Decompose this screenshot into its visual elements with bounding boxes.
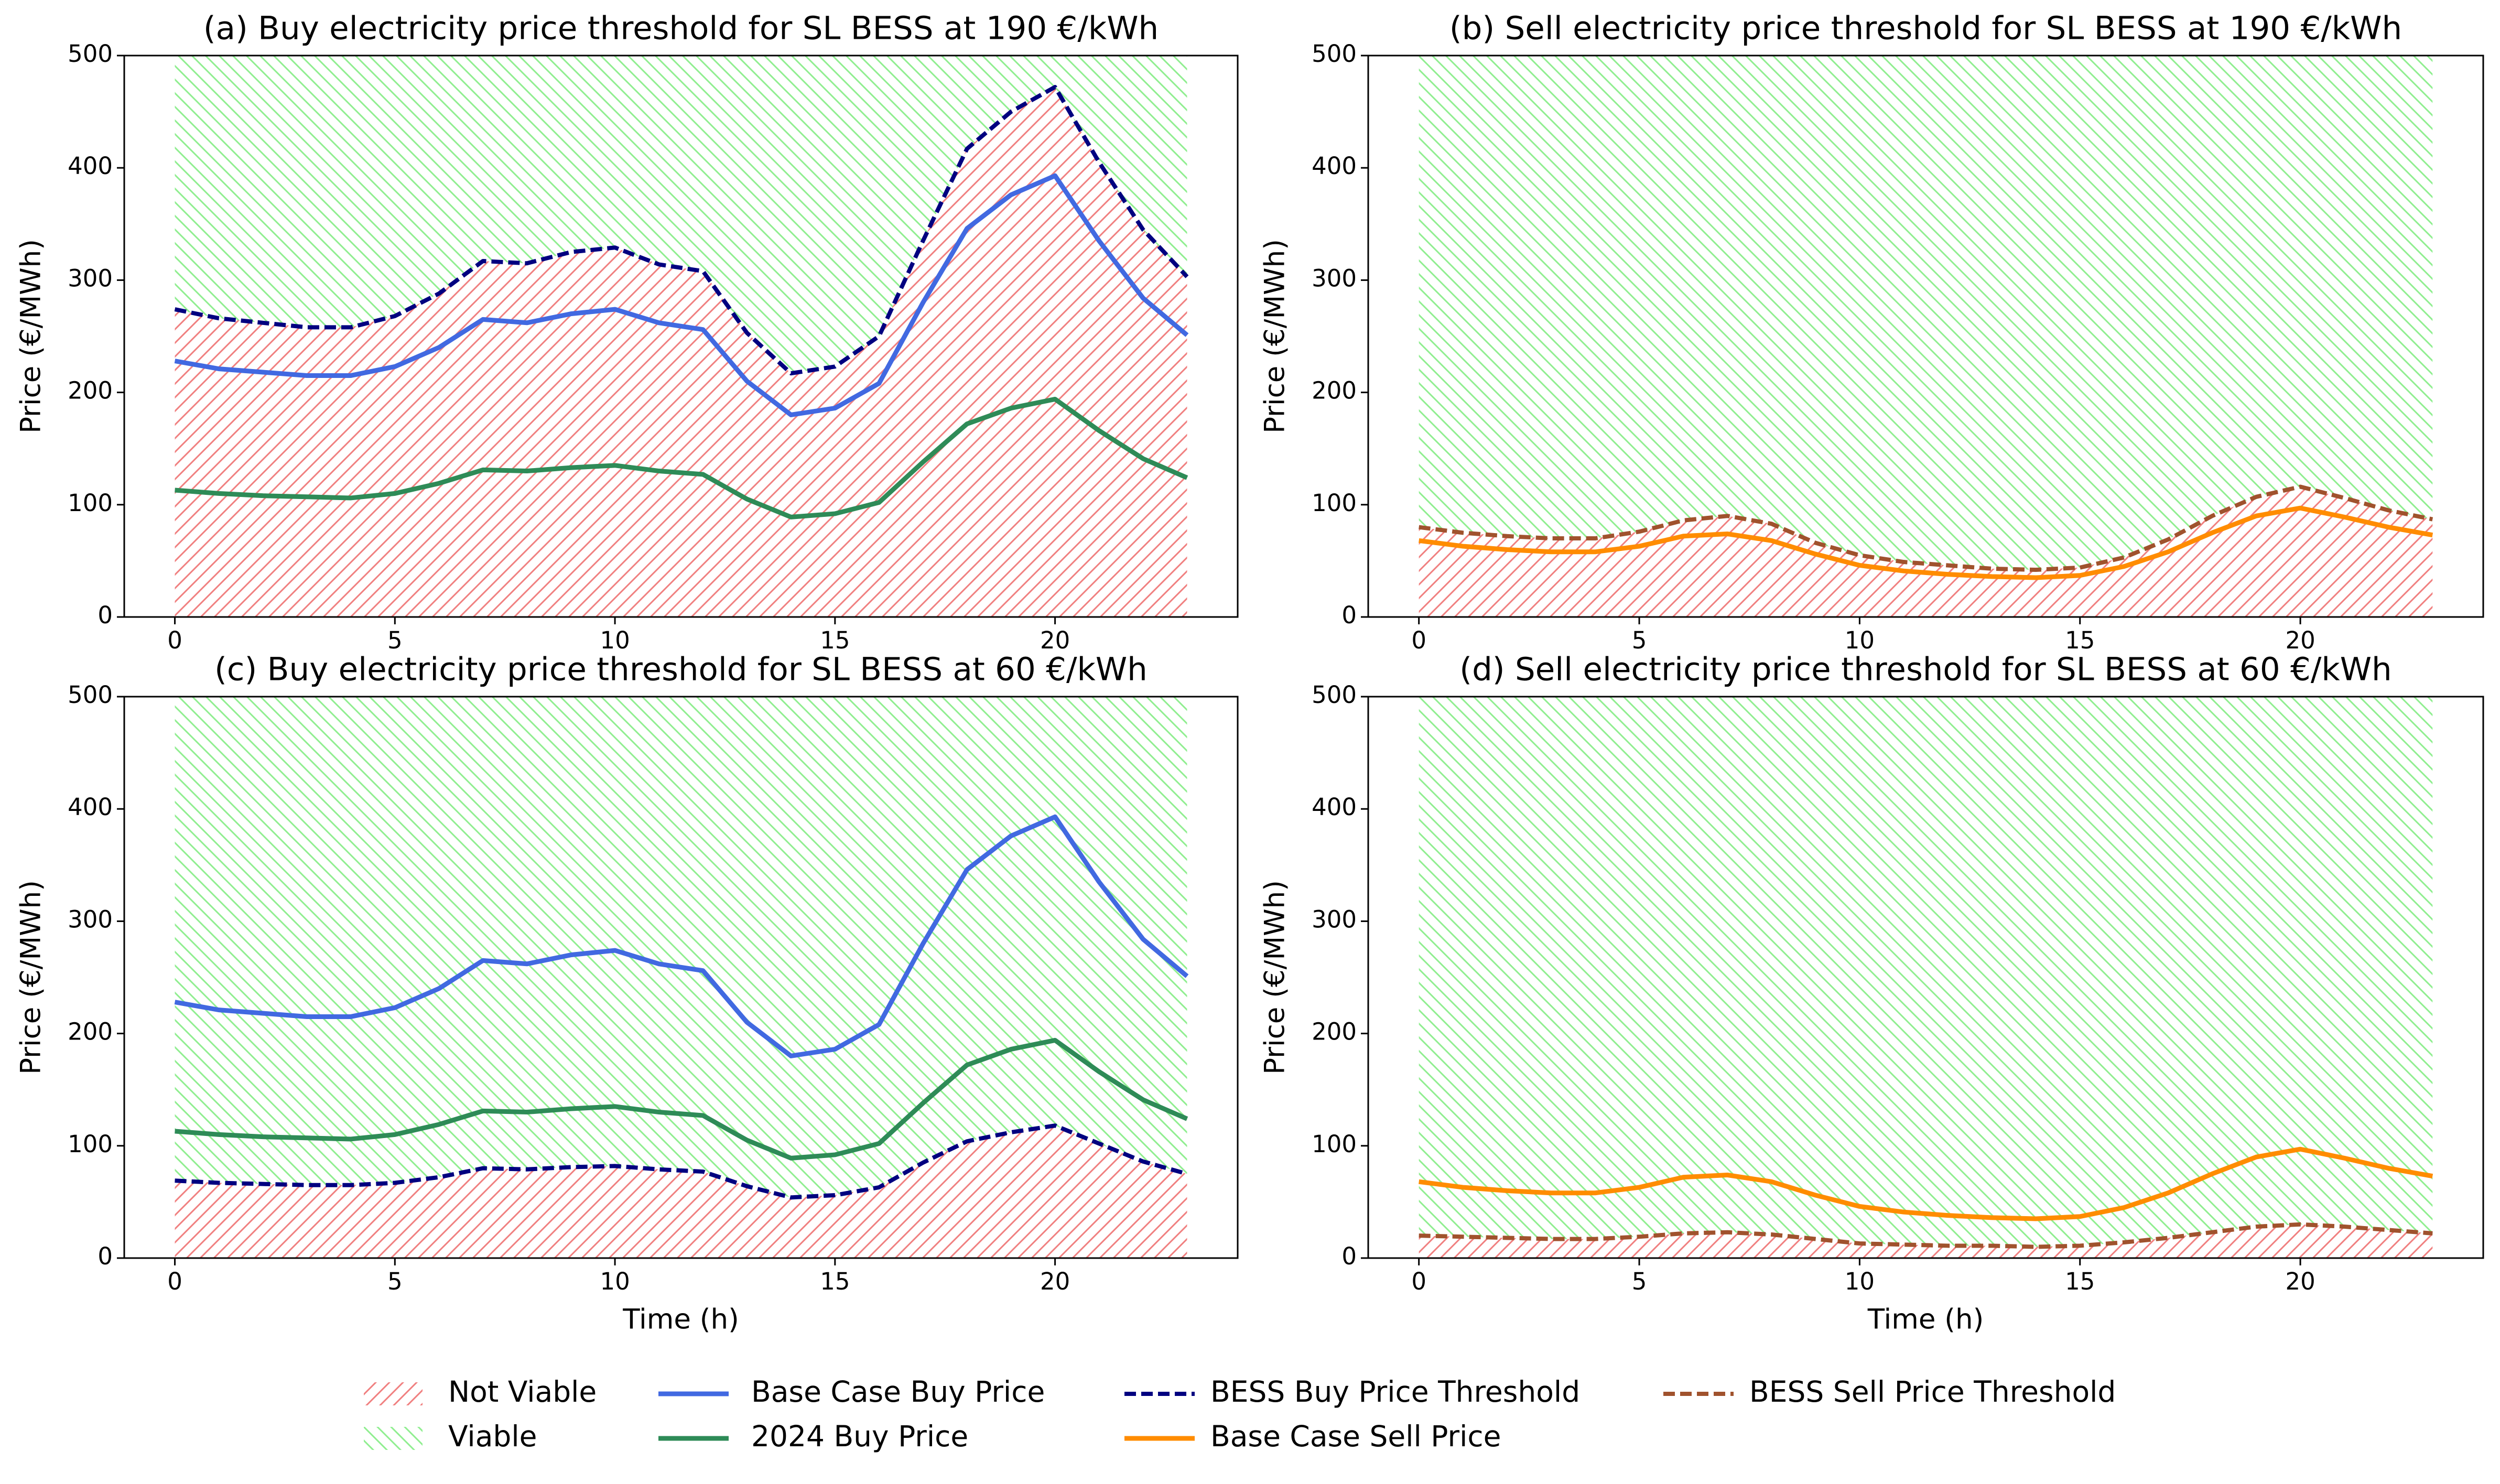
y-tick-label: 500 bbox=[1312, 681, 1357, 709]
y-axis-label: Price (€/MWh) bbox=[1259, 880, 1291, 1075]
x-tick-label: 15 bbox=[2065, 626, 2095, 654]
y-tick-label: 0 bbox=[1341, 601, 1357, 629]
x-tick-label: 5 bbox=[1632, 626, 1647, 654]
axes-frame bbox=[1367, 696, 2484, 1259]
x-tick-label: 10 bbox=[600, 626, 630, 654]
panel: 0 100 200 300 400 500 0 5 10 15 20 (c) Buy electric… bbox=[15, 651, 1239, 1336]
y-tick-label: 0 bbox=[98, 1242, 113, 1270]
y-tick-label: 200 bbox=[68, 377, 113, 405]
x-tick-label: 10 bbox=[600, 1268, 630, 1295]
panel: 0 100 200 300 400 500 0 5 10 15 20 (a) Buy electric… bbox=[15, 10, 1239, 654]
x-tick-label: 10 bbox=[1845, 1268, 1875, 1295]
not-viable-region bbox=[1419, 486, 2433, 617]
x-tick-label: 5 bbox=[1632, 1268, 1647, 1295]
y-tick-label: 400 bbox=[1312, 152, 1357, 180]
y-tick-label: 500 bbox=[68, 40, 113, 68]
x-tick-label: 15 bbox=[2065, 1268, 2095, 1295]
chart-title: (d) Sell electricity price threshold for… bbox=[1459, 651, 2391, 688]
series-line bbox=[175, 396, 1188, 519]
legend-label: BESS Sell Price Threshold bbox=[1749, 1375, 2116, 1409]
not-viable-region bbox=[1419, 1224, 2433, 1258]
x-tick-label: 5 bbox=[387, 626, 403, 654]
series-line bbox=[174, 84, 1189, 376]
y-tick-label: 500 bbox=[1312, 40, 1357, 68]
series-line bbox=[174, 173, 1189, 417]
series-line bbox=[1419, 1146, 2433, 1221]
y-axis-label: Price (€/MWh) bbox=[1259, 239, 1291, 434]
legend-swatch bbox=[364, 1427, 423, 1450]
y-tick-label: 100 bbox=[68, 489, 113, 517]
y-tick-label: 300 bbox=[1312, 905, 1357, 933]
x-tick-label: 0 bbox=[1411, 1268, 1426, 1295]
series-line bbox=[174, 814, 1189, 1058]
panel: 0 100 200 300 400 500 0 5 10 15 20 (d) Sell electri… bbox=[1259, 651, 2484, 1336]
y-tick-label: 400 bbox=[68, 152, 113, 180]
viable-region bbox=[175, 56, 1187, 374]
legend-label: 2024 Buy Price bbox=[751, 1420, 968, 1453]
y-tick-label: 300 bbox=[68, 264, 113, 292]
y-tick-label: 400 bbox=[1312, 793, 1357, 821]
x-tick-label: 0 bbox=[167, 1268, 182, 1295]
y-tick-label: 200 bbox=[1312, 1018, 1357, 1046]
x-tick-label: 10 bbox=[1845, 626, 1875, 654]
x-tick-label: 20 bbox=[2285, 1268, 2315, 1295]
x-tick-label: 5 bbox=[387, 1268, 403, 1295]
panel: 0 100 200 300 400 500 0 5 10 15 20 (b) Sell electri… bbox=[1259, 10, 2484, 654]
legend: Not Viable Viable Base Case Buy Price 2024 … bbox=[364, 1375, 2116, 1453]
series-line bbox=[175, 1037, 1188, 1161]
y-axis-label: Price (€/MWh) bbox=[15, 239, 47, 434]
legend-swatch bbox=[364, 1382, 423, 1405]
series-line bbox=[1419, 1222, 2433, 1249]
y-tick-label: 0 bbox=[98, 601, 113, 629]
chart-title: (c) Buy electricity price threshold for … bbox=[214, 651, 1148, 688]
legend-label: BESS Buy Price Threshold bbox=[1210, 1375, 1580, 1409]
series-line bbox=[1419, 484, 2433, 572]
x-tick-label: 20 bbox=[1040, 1268, 1070, 1295]
viable-region bbox=[175, 697, 1187, 1198]
x-tick-label: 0 bbox=[1411, 626, 1426, 654]
viable-region bbox=[1419, 56, 2433, 570]
legend-label: Base Case Sell Price bbox=[1210, 1420, 1501, 1453]
y-tick-label: 100 bbox=[1312, 1130, 1357, 1158]
x-tick-label: 15 bbox=[820, 1268, 850, 1295]
y-tick-label: 400 bbox=[68, 793, 113, 821]
y-tick-label: 300 bbox=[1312, 264, 1357, 292]
y-tick-label: 500 bbox=[68, 681, 113, 709]
y-axis-label: Price (€/MWh) bbox=[15, 880, 47, 1075]
chart-title: (a) Buy electricity price threshold for … bbox=[203, 10, 1159, 47]
y-tick-label: 0 bbox=[1341, 1242, 1357, 1270]
x-tick-label: 20 bbox=[2285, 626, 2315, 654]
y-tick-label: 200 bbox=[68, 1018, 113, 1046]
legend-label: Base Case Buy Price bbox=[751, 1375, 1045, 1409]
series-line bbox=[175, 1123, 1188, 1200]
y-tick-label: 100 bbox=[68, 1130, 113, 1158]
legend-label: Viable bbox=[448, 1420, 537, 1453]
x-tick-label: 15 bbox=[820, 626, 850, 654]
y-tick-label: 300 bbox=[68, 905, 113, 933]
x-tick-label: 20 bbox=[1040, 626, 1070, 654]
chart-title: (b) Sell electricity price threshold for… bbox=[1449, 10, 2402, 47]
y-tick-label: 100 bbox=[1312, 489, 1357, 517]
x-axis-label: Time (h) bbox=[1867, 1304, 1984, 1336]
y-tick-label: 200 bbox=[1312, 377, 1357, 405]
axes-frame bbox=[123, 696, 1239, 1259]
x-axis-label: Time (h) bbox=[622, 1304, 739, 1336]
x-tick-label: 0 bbox=[167, 626, 182, 654]
viable-region bbox=[1419, 697, 2433, 1247]
series-line bbox=[1419, 505, 2433, 580]
axes-frame bbox=[1367, 55, 2484, 618]
legend-label: Not Viable bbox=[448, 1375, 597, 1409]
axes-frame bbox=[123, 55, 1239, 618]
